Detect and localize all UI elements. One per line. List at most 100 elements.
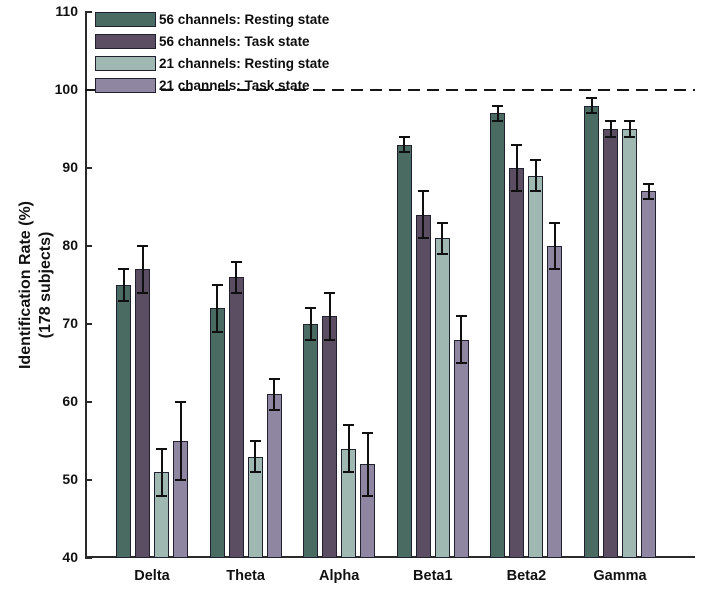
error-bar-cap-bottom (362, 494, 374, 497)
error-bar-cap-bottom (249, 471, 261, 474)
bar-beta1-series2 (415, 214, 431, 558)
error-bar-cap-bottom (530, 190, 542, 193)
legend-label: 21 channels: Resting state (159, 55, 330, 71)
error-bar-cap-bottom (175, 479, 186, 481)
error-bar-cap-top (343, 424, 355, 427)
error-bar-cap-bottom (118, 299, 129, 302)
error-bar-cap-bottom (156, 494, 167, 497)
legend-row-3: 21 channels: Resting state (95, 52, 329, 74)
error-bar-cap-bottom (436, 252, 448, 255)
x-category-label-gamma: Gamma (593, 568, 647, 584)
error-bar-cap-top (137, 245, 148, 247)
bar-theta-series2 (228, 277, 244, 558)
legend-row-1: 56 channels: Resting state (95, 8, 329, 30)
error-bar-line (403, 136, 406, 153)
error-bar-cap-top (249, 440, 261, 442)
reference-line-100pct (85, 89, 695, 91)
error-bar-cap-top (268, 377, 280, 380)
error-bar-cap-bottom (305, 338, 317, 341)
error-bar-cap-top (605, 120, 616, 123)
y-tick-mark (85, 557, 92, 559)
legend-swatch-icon (95, 11, 156, 27)
legend-swatch-icon (95, 33, 156, 49)
y-tick-mark (85, 401, 92, 403)
error-bar-cap-bottom (455, 362, 467, 364)
y-tick-label: 50 (62, 471, 78, 487)
chart-legend: 56 channels: Resting state 56 channels: T… (95, 8, 329, 96)
error-bar-cap-top (324, 291, 336, 294)
bar-gamma-series3 (622, 129, 637, 558)
error-bar-cap-top (530, 159, 542, 162)
error-bar-line (441, 222, 444, 254)
error-bar-cap-bottom (324, 338, 336, 341)
error-bar-cap-bottom (511, 190, 523, 193)
bar-beta1-series1 (396, 144, 412, 558)
error-bar-cap-top (305, 307, 317, 310)
error-bar-cap-top (586, 96, 597, 99)
error-bar-cap-top (118, 268, 129, 271)
bar-gamma-series2 (603, 129, 618, 558)
x-category-label-theta: Theta (226, 568, 265, 584)
error-bar-line (496, 105, 499, 122)
bar-beta2-series1 (490, 113, 506, 558)
error-bar-cap-top (156, 447, 167, 450)
error-bar-line (122, 269, 125, 301)
plot-area (85, 12, 695, 558)
y-tick-label: 110 (55, 3, 78, 19)
bar-delta-series1 (116, 285, 131, 558)
y-tick-mark (85, 11, 92, 13)
error-bar-cap-top (211, 284, 223, 286)
y-axis-title-line2: (178 subjects) (37, 231, 54, 339)
y-tick-mark (85, 323, 92, 325)
error-bar-line (328, 292, 331, 340)
y-tick-label: 40 (62, 549, 78, 565)
error-bar-cap-bottom (624, 135, 635, 138)
error-bar-cap-top (492, 104, 504, 107)
x-category-label-beta1: Beta1 (413, 568, 453, 584)
error-bar-line (590, 97, 593, 114)
error-bar-cap-bottom (605, 135, 616, 138)
error-bar-cap-top (230, 260, 242, 263)
bar-alpha-series1 (303, 324, 319, 558)
y-tick-label: 80 (62, 237, 78, 253)
error-bar-line (179, 402, 182, 480)
error-bar-cap-top (549, 221, 561, 224)
error-bar-cap-bottom (268, 408, 280, 411)
x-category-label-alpha: Alpha (319, 568, 360, 584)
bar-gamma-series4 (641, 191, 656, 558)
error-bar-line (609, 121, 612, 137)
error-bar-line (534, 160, 537, 192)
bar-beta1-series3 (434, 238, 450, 558)
error-bar-cap-top (455, 315, 467, 318)
error-bar-cap-bottom (417, 237, 429, 240)
error-bar-cap-top (398, 135, 410, 138)
error-bar-cap-bottom (137, 291, 148, 294)
y-tick-mark (85, 167, 92, 169)
error-bar-line (553, 222, 556, 270)
error-bar-cap-bottom (343, 471, 355, 474)
error-bar-line (460, 316, 463, 363)
error-bar-cap-bottom (586, 112, 597, 115)
y-axis-title-line1: Identification Rate (%) (17, 200, 34, 370)
legend-swatch-icon (95, 55, 156, 71)
error-bar-line (515, 144, 518, 192)
error-bar-cap-bottom (643, 198, 654, 201)
bar-alpha-series2 (322, 316, 338, 558)
bar-theta-series4 (266, 394, 282, 558)
x-category-label-delta: Delta (134, 568, 170, 584)
error-bar-line (141, 246, 144, 293)
error-bar-line (160, 448, 163, 496)
y-tick-label: 90 (62, 159, 78, 175)
bar-beta2-series4 (547, 246, 563, 558)
error-bar-cap-top (417, 190, 429, 193)
error-bar-cap-top (436, 221, 448, 224)
error-bar-cap-top (362, 432, 374, 435)
error-bar-line (254, 441, 257, 473)
error-bar-cap-bottom (398, 151, 410, 154)
y-tick-label: 100 (54, 81, 78, 97)
y-tick-mark (85, 245, 92, 247)
legend-swatch-icon (95, 77, 156, 93)
bar-beta2-series3 (528, 175, 544, 558)
y-axis-title: Identification Rate (%) (178 subjects) (16, 201, 56, 369)
